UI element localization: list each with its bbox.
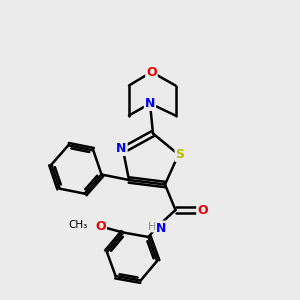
Text: N: N [156, 221, 167, 235]
Text: O: O [197, 203, 208, 217]
Text: N: N [145, 97, 155, 110]
Text: O: O [146, 65, 157, 79]
Text: H: H [148, 221, 157, 232]
Text: O: O [95, 220, 106, 233]
Text: CH₃: CH₃ [69, 220, 88, 230]
Text: S: S [176, 148, 184, 161]
Text: N: N [116, 142, 127, 155]
